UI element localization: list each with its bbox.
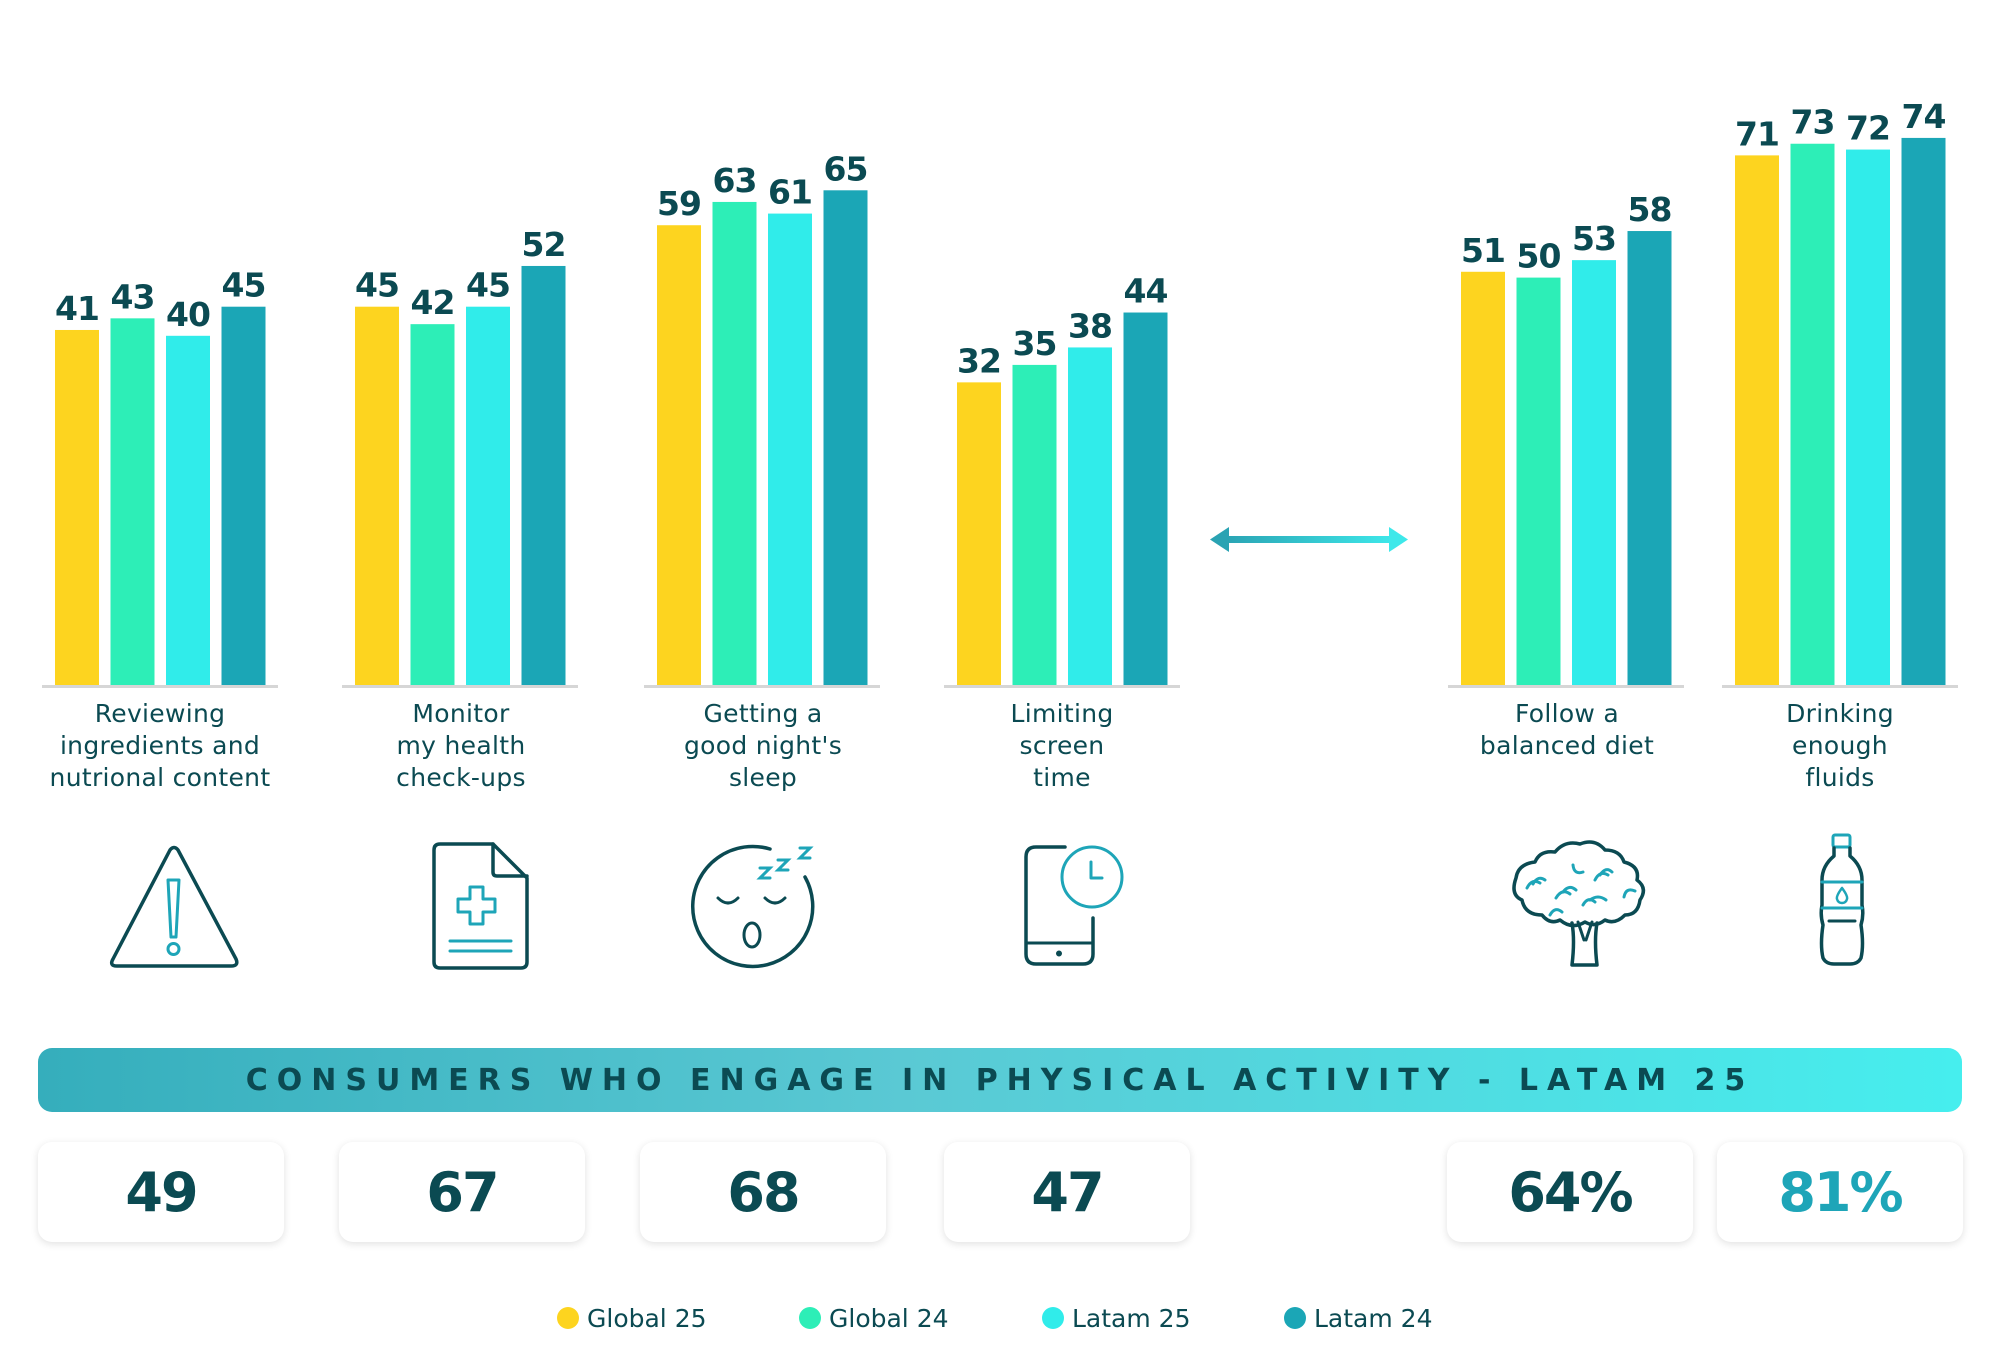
bar	[1572, 260, 1616, 685]
category-label: Limiting screen time	[1010, 699, 1114, 792]
bar	[1846, 149, 1890, 685]
stat-value: 67	[426, 1160, 499, 1224]
legend-swatch	[1042, 1307, 1064, 1329]
category-label: Reviewing ingredients and nutrional cont…	[49, 699, 271, 792]
bar-value-label: 45	[222, 266, 266, 305]
bar	[823, 190, 868, 686]
category-label: Getting a good night's sleep	[683, 699, 843, 792]
bar	[410, 324, 455, 685]
stat-box: 81%	[1717, 1142, 1963, 1242]
bar	[1068, 347, 1112, 685]
bar	[1123, 312, 1168, 685]
bar	[1012, 364, 1057, 685]
bar	[1516, 277, 1561, 685]
bar-value-label: 72	[1846, 109, 1890, 148]
bar-value-label: 51	[1461, 231, 1505, 270]
category-label: Drinking enough fluids	[1786, 699, 1894, 792]
water-bottle-icon	[1819, 833, 1865, 966]
bar-value-label: 44	[1124, 272, 1168, 311]
double-arrow-icon	[1210, 527, 1408, 552]
bar	[55, 329, 99, 685]
warning-triangle-icon	[109, 845, 239, 968]
bar	[1461, 271, 1505, 685]
legend-label: Latam 25	[1072, 1303, 1191, 1333]
bar-value-label: 71	[1735, 114, 1779, 153]
bar	[466, 306, 510, 685]
bar	[1901, 137, 1946, 686]
bar	[1627, 231, 1672, 686]
stat-value: 81%	[1778, 1160, 1903, 1224]
bar	[1790, 143, 1835, 686]
legend-item-latam-24: Latam 24	[1284, 1303, 1433, 1333]
bar-value-label: 73	[1791, 103, 1835, 142]
bar-value-label: 63	[713, 161, 757, 200]
bar-value-label: 53	[1572, 219, 1616, 258]
banner-title: CONSUMERS WHO ENGAGE IN PHYSICAL ACTIVIT…	[245, 1062, 1755, 1098]
stat-value: 47	[1031, 1160, 1104, 1224]
bar-value-label: 52	[522, 225, 566, 264]
bar	[166, 335, 210, 685]
legend-label: Global 25	[587, 1303, 707, 1333]
legend-swatch	[1284, 1307, 1306, 1329]
bar-value-label: 58	[1628, 190, 1672, 229]
bar-value-label: 50	[1517, 237, 1561, 276]
bar	[1735, 155, 1779, 685]
bar	[768, 213, 812, 685]
legend-item-latam-25: Latam 25	[1042, 1303, 1191, 1333]
bar-value-label: 40	[166, 295, 210, 334]
bar	[221, 306, 266, 685]
stat-box: 49	[38, 1142, 284, 1242]
bar	[355, 306, 399, 685]
legend-swatch	[557, 1307, 579, 1329]
legend-item-global-25: Global 25	[557, 1303, 707, 1333]
bar-value-label: 61	[768, 173, 812, 212]
bar-value-label: 45	[355, 266, 399, 305]
bar-value-label: 41	[55, 289, 99, 328]
bar	[521, 265, 566, 685]
stat-value: 64%	[1508, 1160, 1633, 1224]
stat-value: 68	[727, 1160, 800, 1224]
stat-box: 67	[339, 1142, 585, 1242]
legend-item-global-24: Global 24	[799, 1303, 949, 1333]
stat-value: 49	[125, 1160, 198, 1224]
bar-value-label: 43	[111, 277, 155, 316]
physical-activity-banner: CONSUMERS WHO ENGAGE IN PHYSICAL ACTIVIT…	[38, 1048, 1962, 1112]
bar	[110, 318, 155, 685]
bar	[657, 225, 701, 685]
bar-value-label: 74	[1902, 97, 1946, 136]
bar	[712, 201, 757, 685]
stat-box: 47	[944, 1142, 1190, 1242]
bar-value-label: 32	[957, 341, 1001, 380]
phone-clock-icon	[1024, 845, 1124, 966]
bar-value-label: 42	[411, 283, 455, 322]
bar	[957, 382, 1001, 685]
legend-label: Latam 24	[1314, 1303, 1433, 1333]
legend-label: Global 24	[829, 1303, 949, 1333]
bar-value-label: 65	[824, 149, 868, 188]
bar-value-label: 45	[466, 266, 510, 305]
category-label: Monitor my health check-ups	[396, 699, 526, 792]
bar-value-label: 38	[1068, 306, 1112, 345]
legend-swatch	[799, 1307, 821, 1329]
category-label: Follow a balanced diet	[1479, 699, 1655, 760]
broccoli-icon	[1512, 840, 1646, 967]
stat-box: 64%	[1447, 1142, 1693, 1242]
stat-box: 68	[640, 1142, 886, 1242]
sleeping-face-icon	[691, 844, 815, 969]
bar-value-label: 35	[1013, 324, 1057, 363]
medical-document-icon	[432, 842, 529, 970]
bar-value-label: 59	[657, 184, 701, 223]
